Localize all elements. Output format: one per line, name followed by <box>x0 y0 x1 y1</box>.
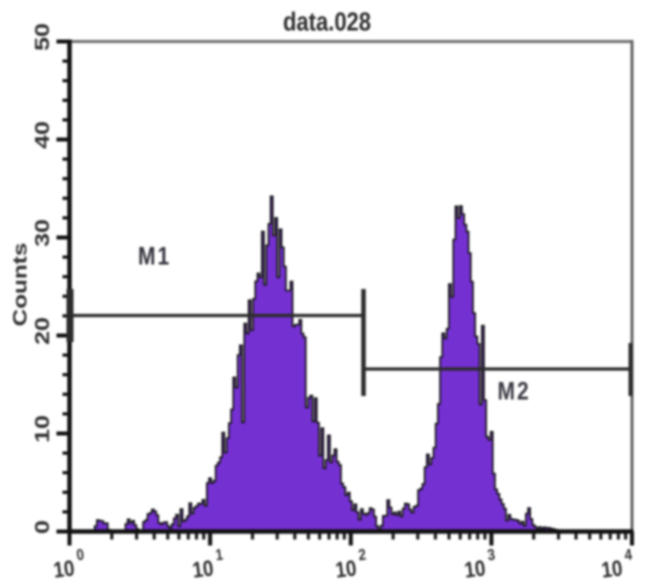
svg-text:M2: M2 <box>498 377 531 405</box>
svg-text:1: 1 <box>215 547 225 565</box>
svg-text:10: 10 <box>600 556 624 583</box>
svg-text:0: 0 <box>76 547 86 565</box>
svg-text:3: 3 <box>487 547 497 565</box>
svg-text:40: 40 <box>31 121 53 149</box>
svg-text:2: 2 <box>358 547 368 565</box>
svg-text:10: 10 <box>52 556 76 583</box>
svg-text:10: 10 <box>191 556 215 583</box>
svg-text:0: 0 <box>31 520 53 534</box>
svg-text:10: 10 <box>31 415 53 443</box>
svg-text:data.028: data.028 <box>283 8 371 37</box>
svg-text:30: 30 <box>31 219 53 247</box>
svg-text:10: 10 <box>334 556 358 583</box>
svg-text:M1: M1 <box>138 242 171 270</box>
svg-text:4: 4 <box>624 547 634 565</box>
svg-text:Counts: Counts <box>9 243 31 327</box>
svg-text:50: 50 <box>31 23 53 51</box>
svg-text:20: 20 <box>31 317 53 345</box>
svg-text:10: 10 <box>463 556 487 583</box>
